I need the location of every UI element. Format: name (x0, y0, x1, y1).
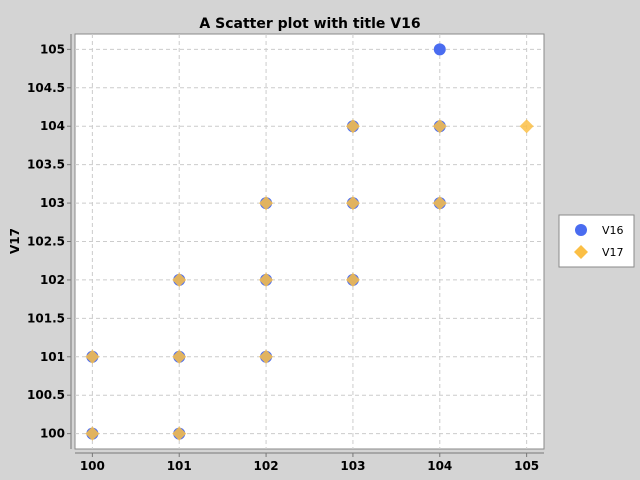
legend-box (558, 214, 635, 268)
legend-marker-v16 (575, 224, 587, 236)
data-point-v17 (345, 119, 360, 134)
y-tick-label: 101 (40, 350, 65, 364)
y-tick-label: 100.5 (27, 388, 65, 402)
y-axis-label: V17 (8, 228, 22, 254)
y-tick-label: 103 (40, 196, 65, 210)
chart-title: A Scatter plot with title V16 (199, 16, 420, 32)
data-point-v17 (259, 349, 274, 364)
x-tick-label: 105 (514, 459, 539, 473)
legend: V16 V17 (558, 214, 635, 268)
data-point-v17 (259, 196, 274, 211)
x-tick-label: 104 (427, 459, 452, 473)
x-tick-label: 100 (80, 459, 105, 473)
legend-label-v17: V17 (602, 246, 624, 259)
grid-lines (75, 34, 544, 449)
y-axis: 100 100.5 101 101.5 102 102.5 103 103.5 104 104.5… (27, 34, 72, 449)
x-tick-label: 101 (167, 459, 192, 473)
data-point-v17 (345, 272, 360, 287)
y-tick-label: 102.5 (27, 235, 65, 249)
data-points (85, 43, 534, 441)
data-point-v17 (85, 426, 100, 441)
data-point-v17 (345, 196, 360, 211)
x-tick-label: 103 (340, 459, 365, 473)
data-point-v17 (432, 119, 447, 134)
data-point-v17 (85, 349, 100, 364)
data-point-v17 (172, 349, 187, 364)
data-point-v17 (172, 272, 187, 287)
data-point-v16 (433, 43, 446, 56)
x-axis: 100 101 102 103 104 105 (75, 452, 544, 473)
data-point-v17 (172, 426, 187, 441)
data-point-v17 (259, 272, 274, 287)
y-tick-label: 104 (40, 119, 65, 133)
series-v17 (85, 119, 534, 441)
y-tick-label: 104.5 (27, 81, 65, 95)
legend-label-v16: V16 (602, 224, 624, 237)
x-tick-label: 102 (254, 459, 279, 473)
y-tick-label: 101.5 (27, 311, 65, 325)
data-point-v17 (432, 196, 447, 211)
y-tick-label: 100 (40, 427, 65, 441)
y-tick-label: 103.5 (27, 158, 65, 172)
y-tick-label: 102 (40, 273, 65, 287)
y-tick-label: 105 (40, 42, 65, 56)
data-point-v17 (519, 119, 534, 134)
legend-marker-v17 (574, 245, 588, 259)
